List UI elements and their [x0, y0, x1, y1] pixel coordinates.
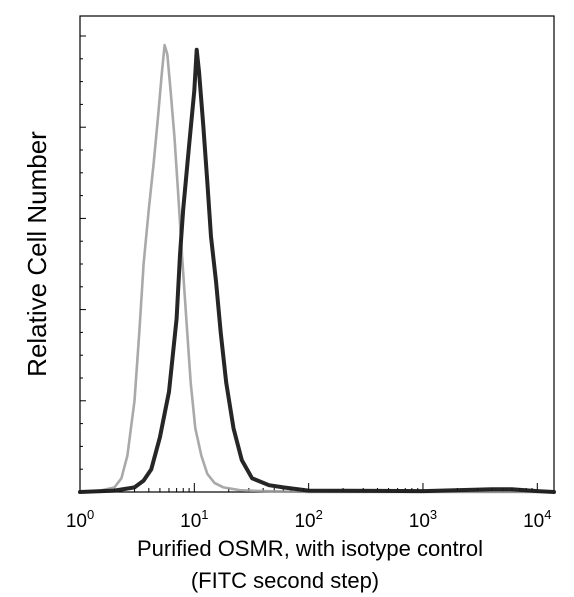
y-axis-label: Relative Cell Number	[22, 131, 52, 377]
series-line-light	[78, 43, 556, 494]
x-tick-label: 100	[66, 507, 94, 532]
series-layer	[78, 43, 556, 494]
series-line-dark	[78, 47, 556, 494]
y-axis-ticks	[80, 35, 86, 493]
x-axis-label-line2: (FITC second step)	[191, 568, 379, 593]
x-tick-label: 103	[409, 507, 437, 532]
plot-frame	[79, 15, 555, 493]
x-axis-label-line1: Purified OSMR, with isotype control	[137, 536, 483, 561]
x-tick-label: 102	[294, 507, 322, 532]
x-tick-label: 104	[523, 507, 551, 532]
x-tick-label: 101	[180, 507, 208, 532]
